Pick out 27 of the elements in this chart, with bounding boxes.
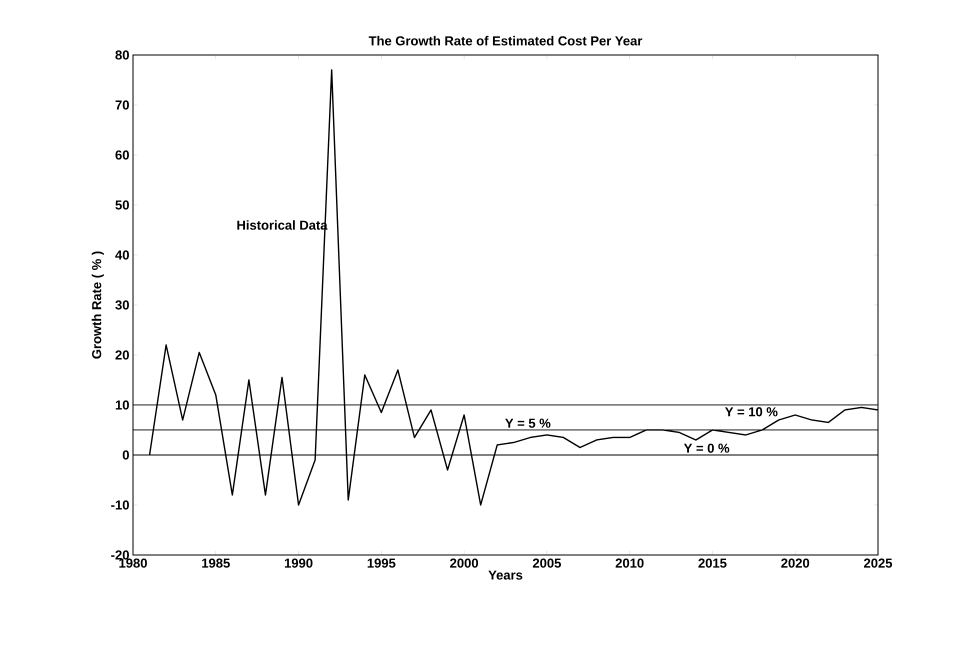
x-tick-label: 2005 xyxy=(532,558,561,568)
y-tick-label: 30 xyxy=(115,300,129,310)
y-tick-label: -20 xyxy=(111,550,129,560)
x-axis-title: Years xyxy=(488,570,522,580)
x-tick-label: 1985 xyxy=(202,558,230,568)
y-tick-label: 70 xyxy=(116,100,129,110)
x-tick-label: 2020 xyxy=(781,558,810,568)
ref-line-label: Y = 10 % xyxy=(725,407,778,416)
x-tick-label: 2025 xyxy=(864,558,892,568)
ref-line-label: Y = 0 % xyxy=(684,444,730,453)
x-tick-label: 2000 xyxy=(450,558,478,568)
ref-line-label: Y = 5 % xyxy=(505,418,550,428)
y-tick-label: -10 xyxy=(111,500,129,510)
y-axis-title: Growth Rate ( % ) xyxy=(92,251,104,359)
y-tick-label: 80 xyxy=(115,50,129,60)
y-tick-label: 60 xyxy=(115,150,129,160)
x-tick-label: 1995 xyxy=(368,558,396,568)
y-tick-label: 50 xyxy=(115,200,129,210)
x-tick-label: 2015 xyxy=(698,558,727,568)
x-tick-label: 1990 xyxy=(284,558,312,568)
y-tick-label: 0 xyxy=(122,450,129,460)
y-tick-label: 10 xyxy=(116,400,129,410)
y-tick-label: 40 xyxy=(115,250,129,260)
y-tick-label: 20 xyxy=(115,350,129,360)
x-tick-label: 1980 xyxy=(119,558,147,568)
chart-title: The Growth Rate of Estimated Cost Per Year xyxy=(368,36,642,46)
x-tick-label: 2010 xyxy=(616,558,644,568)
